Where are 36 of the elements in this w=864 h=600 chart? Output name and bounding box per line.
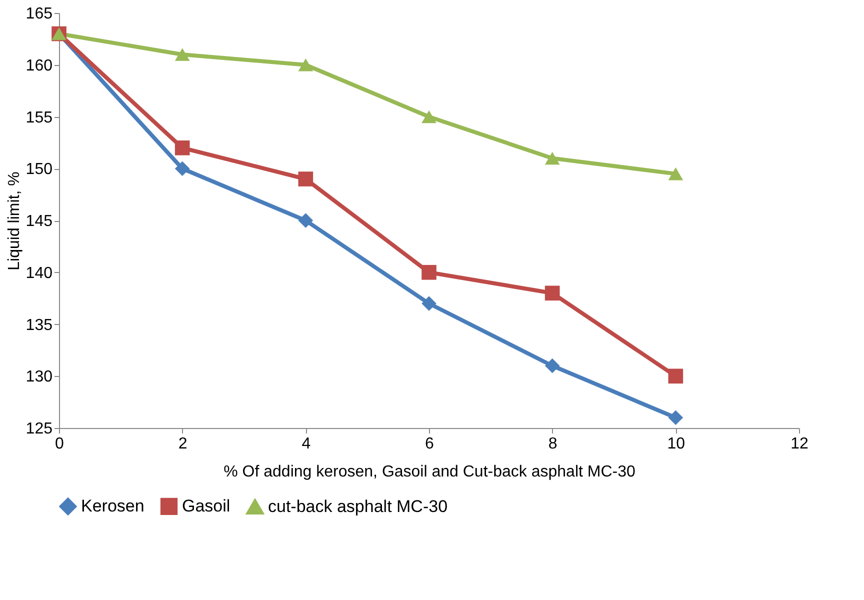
point — [668, 410, 684, 426]
point — [422, 264, 436, 280]
point — [174, 48, 190, 61]
y-axis-title: Liquid limit, % — [6, 172, 23, 270]
y-tick-label: 145 — [26, 213, 53, 230]
point — [668, 167, 684, 180]
x-tick-label: 10 — [667, 436, 686, 452]
y-tick-label: 150 — [26, 161, 53, 178]
point — [422, 110, 436, 124]
x-tick-label: 12 — [790, 436, 808, 452]
y-tick-label: 140 — [26, 264, 53, 282]
y-tick-label: 130 — [26, 368, 53, 386]
point — [544, 358, 560, 374]
x-tick-label: 4 — [302, 436, 311, 452]
y-tick-label: 155 — [26, 109, 53, 126]
point — [544, 286, 560, 301]
point — [668, 368, 684, 384]
point — [174, 161, 190, 176]
y-tick-label: 160 — [26, 57, 53, 74]
legend-label: Gasoil — [182, 496, 230, 516]
point — [298, 213, 314, 228]
y-tick-label: 165 — [26, 6, 53, 22]
point — [544, 152, 560, 165]
x-tick-label: 2 — [178, 436, 188, 452]
legend-label: cut-back asphalt MC-30 — [268, 496, 448, 516]
x-tick-label: 0 — [55, 436, 64, 452]
point — [422, 296, 436, 311]
point — [298, 172, 314, 186]
legend-label: Kerosen — [81, 496, 144, 516]
y-tick-label: 125 — [26, 420, 53, 438]
point — [298, 58, 314, 72]
x-tick-label: 8 — [548, 436, 558, 452]
y-tick-label: 135 — [26, 316, 53, 334]
x-axis-title: % Of adding kerosen, Gasoil and Cut-back asphalt MC-30 — [224, 464, 636, 480]
point — [174, 140, 190, 156]
x-tick-label: 6 — [425, 436, 434, 452]
